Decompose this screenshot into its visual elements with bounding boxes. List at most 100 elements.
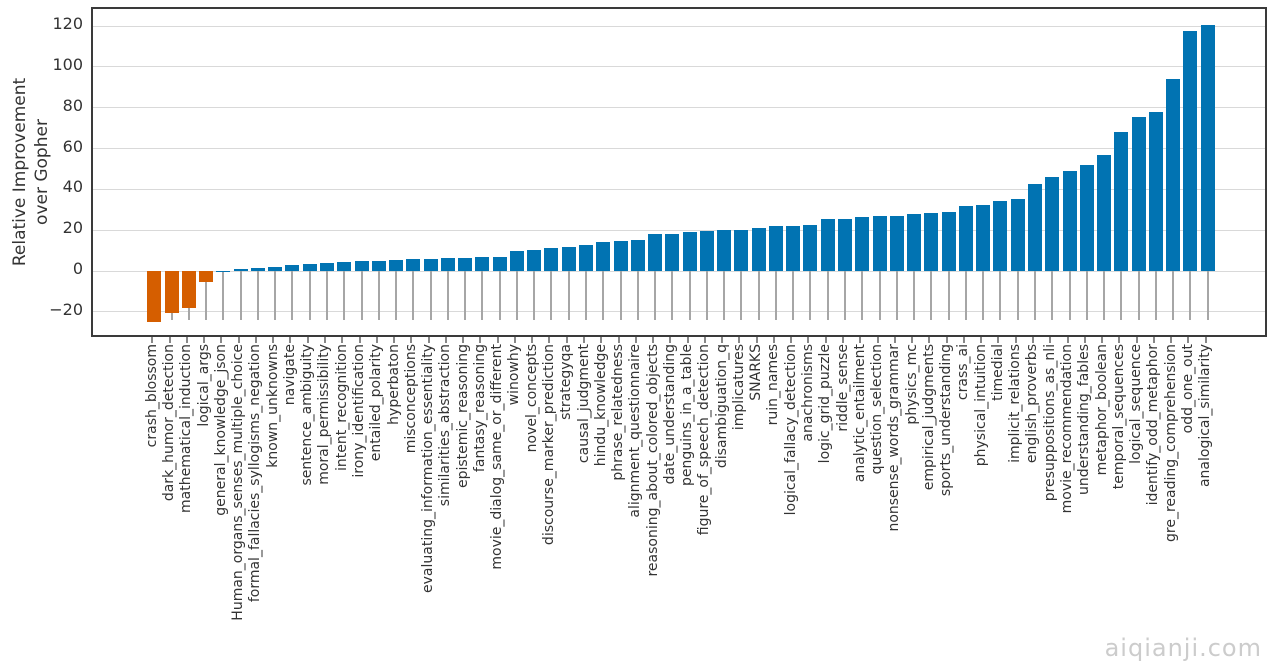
bar-english_proverbs — [1027, 184, 1042, 271]
y-tick-label: 40 — [62, 177, 83, 197]
bar-stem — [533, 271, 536, 320]
x-tick-mark — [237, 337, 240, 343]
x-tick-label-identify_odd_metaphor: identify_odd_metaphor — [1145, 344, 1162, 506]
bar-analogical_similarity — [1200, 25, 1215, 271]
x-tick-label-anachronisms: anachronisms — [799, 344, 816, 442]
bar-stem — [377, 271, 380, 320]
bar-question_selection — [872, 216, 887, 271]
bar-epistemic_reasoning — [458, 257, 473, 271]
x-tick-label-fantasy_reasoning: fantasy_reasoning — [471, 344, 488, 473]
x-tick-label-similarities_abstraction: similarities_abstraction — [437, 344, 454, 507]
x-tick-mark — [496, 337, 499, 343]
x-tick-mark — [738, 337, 741, 343]
bar-stem — [1137, 271, 1140, 320]
x-tick-label-logical_fallacy_detection: logical_fallacy_detection — [782, 344, 799, 516]
x-tick-label-empirical_judgments: empirical_judgments — [920, 344, 937, 491]
x-tick-mark — [185, 337, 188, 343]
bar-stem — [895, 271, 898, 320]
x-tick-label-sports_understanding: sports_understanding — [938, 344, 955, 497]
bar-evaluating_information_essentiality — [423, 258, 438, 271]
bar-irony_identification — [354, 261, 369, 271]
x-tick-mark — [1049, 337, 1052, 343]
bar-alignment_questionnaire — [630, 240, 645, 271]
bar-stem — [1033, 271, 1036, 320]
bar-stem — [826, 271, 829, 320]
x-tick-mark — [997, 337, 1000, 343]
bar-phrase_relatedness — [613, 240, 628, 271]
x-tick-label-entailed_polarity: entailed_polarity — [368, 344, 385, 462]
bar-figure_of_speech_detection — [699, 230, 714, 271]
bar-stem — [395, 271, 398, 320]
x-tick-label-reasoning_about_colored_objects: reasoning_about_colored_objects — [644, 344, 661, 577]
x-tick-mark — [220, 337, 223, 343]
x-tick-mark — [1066, 337, 1069, 343]
bar-stem — [256, 271, 259, 320]
bar-stem — [481, 271, 484, 320]
bar-stem — [1051, 271, 1054, 320]
bar-anachronisms — [803, 225, 818, 271]
gridline-y-40 — [93, 188, 1265, 190]
bar-stem — [429, 271, 432, 320]
x-tick-mark — [375, 337, 378, 343]
x-tick-label-discourse_marker_prediction: discourse_marker_prediction — [540, 344, 557, 546]
x-tick-mark — [669, 337, 672, 343]
bar-stem — [999, 271, 1002, 320]
bar-novel_concepts — [527, 249, 542, 271]
x-tick-mark — [444, 337, 447, 343]
bar-stem — [878, 271, 881, 320]
bar-logic_grid_puzzle — [820, 219, 835, 271]
bar-stem — [1068, 271, 1071, 320]
y-tick-label: −20 — [49, 299, 83, 319]
y-tick-label: 60 — [62, 136, 83, 156]
bar-stem — [671, 271, 674, 320]
x-tick-label-causal_judgment: causal_judgment — [575, 344, 592, 464]
gridline-y-0 — [93, 270, 1265, 272]
bar-stem — [619, 271, 622, 320]
x-tick-label-implicatures: implicatures — [730, 344, 747, 431]
bar-discourse_marker_prediction — [544, 247, 559, 271]
x-tick-label-riddle_sense: riddle_sense — [834, 344, 851, 432]
bar-crass_ai — [958, 206, 973, 271]
bar-stem — [1206, 271, 1209, 320]
gridline-y--20 — [93, 311, 1265, 313]
x-tick-label-intent_recognition: intent_recognition — [333, 344, 350, 472]
bar-stem — [913, 271, 916, 320]
x-tick-mark — [1135, 337, 1138, 343]
gridline-y-60 — [93, 148, 1265, 149]
x-tick-label-movie_recommendation: movie_recommendation — [1059, 344, 1075, 514]
x-tick-label-sentence_ambiguity: sentence_ambiguity — [299, 344, 316, 486]
x-tick-label-strategyqa: strategyqa — [558, 344, 575, 420]
x-tick-mark — [1187, 337, 1190, 343]
bar-stem — [774, 271, 777, 320]
x-tick-label-SNARKS: SNARKS — [748, 344, 765, 401]
x-tick-label-novel_concepts: novel_concepts — [523, 344, 540, 453]
x-tick-mark — [306, 337, 309, 343]
bar-stem — [360, 271, 363, 320]
bar-stem — [809, 271, 812, 320]
bar-metaphor_boolean — [1097, 155, 1112, 271]
x-tick-mark — [721, 337, 724, 343]
x-tick-label-question_selection: question_selection — [869, 344, 886, 475]
x-tick-mark — [893, 337, 896, 343]
x-tick-mark — [634, 337, 637, 343]
bar-stem — [740, 271, 743, 320]
bar-stem — [515, 271, 518, 320]
x-tick-mark — [980, 337, 983, 343]
bar-winowhy — [509, 251, 524, 271]
x-tick-label-figure_of_speech_detection: figure_of_speech_detection — [696, 344, 713, 536]
bar-stem — [325, 271, 328, 320]
bar-stem — [205, 271, 208, 320]
bar-formal_fallacies_syllogisms_negation — [250, 267, 265, 271]
bar-empirical_judgments — [924, 213, 939, 271]
x-tick-mark — [876, 337, 879, 343]
x-tick-label-penguins_in_a_table: penguins_in_a_table — [679, 344, 696, 486]
bar-logical_sequence — [1131, 116, 1146, 271]
bar-similarities_abstraction — [440, 258, 455, 271]
x-tick-mark — [323, 337, 326, 343]
bar-moral_permissibility — [319, 263, 334, 271]
y-tick-label: 120 — [52, 14, 83, 33]
x-tick-label-winowhy: winowhy — [506, 344, 523, 406]
bar-penguins_in_a_table — [682, 231, 697, 271]
x-tick-label-logic_grid_puzzle: logic_grid_puzzle — [817, 344, 834, 464]
bar-stem — [1172, 271, 1175, 320]
